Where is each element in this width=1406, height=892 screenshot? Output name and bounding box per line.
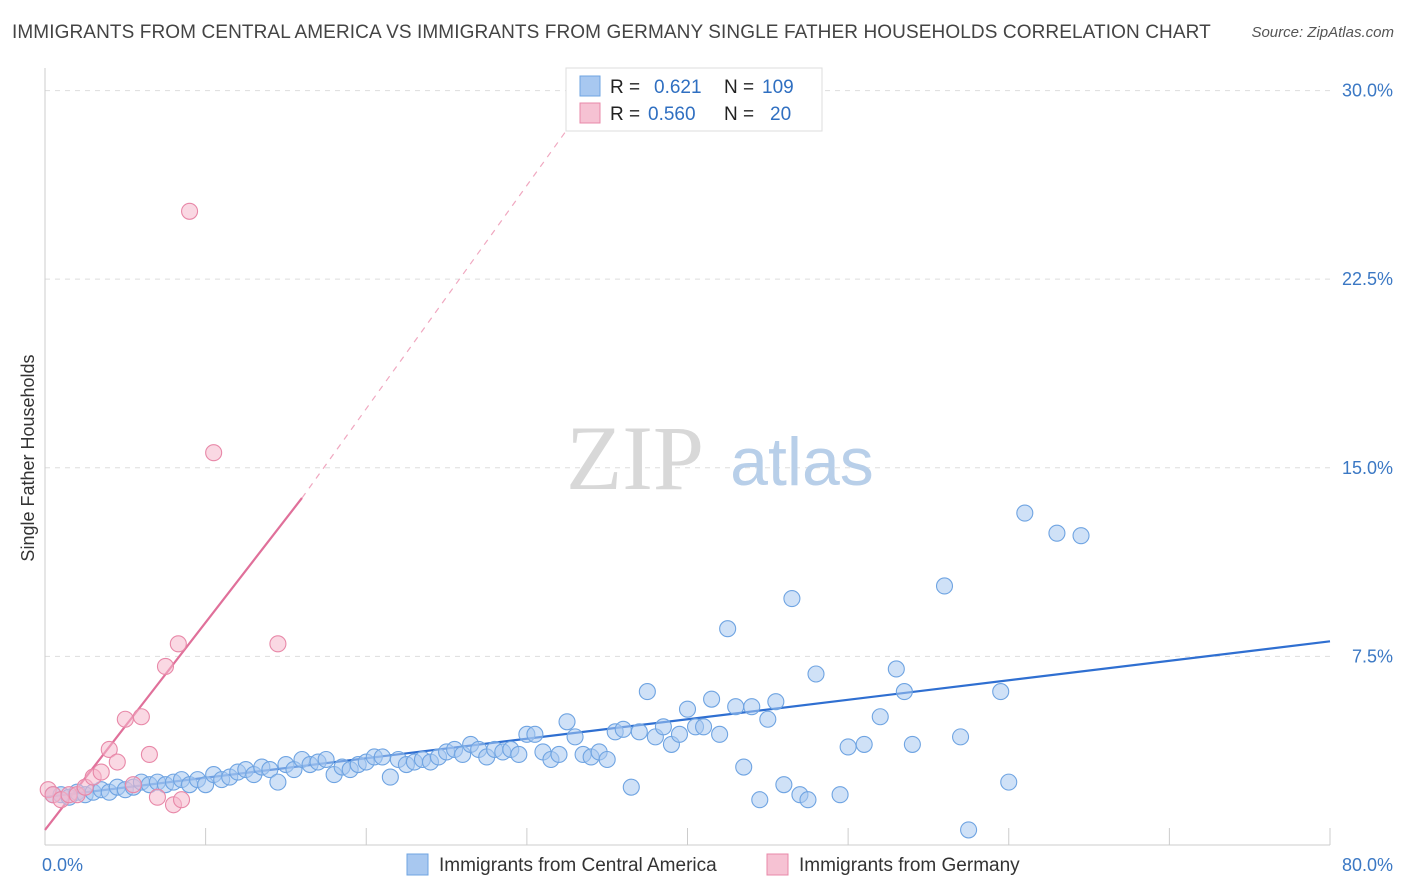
- legend-n-value-2: 20: [770, 104, 791, 125]
- top-legend-box: [565, 67, 823, 132]
- point-series0-63: [550, 745, 568, 764]
- point-series0-90: [767, 693, 785, 711]
- point-series0-83: [711, 725, 729, 743]
- point-series1-9: [108, 753, 126, 771]
- point-series0-64: [558, 713, 576, 731]
- point-series1-20: [205, 444, 223, 462]
- point-series0-97: [839, 738, 857, 756]
- point-series0-89: [759, 710, 777, 728]
- legend-r-value-1: 0.621: [654, 77, 702, 98]
- point-series0-82: [703, 690, 721, 708]
- point-series1-10: [116, 710, 134, 728]
- point-series0-60: [526, 725, 544, 743]
- point-series1-17: [169, 635, 187, 653]
- legend-r-value-2: 0.560: [648, 104, 696, 125]
- point-series0-72: [622, 778, 640, 796]
- point-series1-18: [172, 791, 191, 809]
- trend-extension-series1: [301, 80, 603, 499]
- chart-title: IMMIGRANTS FROM CENTRAL AMERICA VS IMMIG…: [12, 22, 1211, 43]
- point-series0-73: [630, 723, 648, 741]
- point-series0-34: [317, 750, 335, 769]
- point-series1-11: [124, 776, 142, 794]
- bottom-legend-swatch-pink: [766, 853, 789, 876]
- point-series0-101: [895, 683, 913, 701]
- point-series0-109: [1048, 524, 1066, 542]
- grid-lines: [45, 90, 1330, 657]
- point-series0-102: [903, 735, 921, 753]
- point-series0-91: [775, 776, 793, 794]
- bottom-legend-swatch-blue: [406, 853, 429, 876]
- x-tick-label-1: 80.0%: [1342, 855, 1393, 875]
- point-series1-19: [181, 202, 199, 220]
- point-series0-92: [783, 590, 801, 608]
- point-series0-78: [670, 725, 689, 743]
- point-series0-100: [887, 660, 905, 678]
- point-series0-79: [678, 700, 697, 718]
- point-series0-41: [373, 748, 391, 766]
- tick-labels: 7.5% 15.0% 22.5% 30.0% 0.0% 80.0%: [42, 81, 1393, 875]
- point-series0-95: [807, 665, 825, 683]
- point-series0-65: [566, 728, 584, 746]
- point-series0-108: [1016, 504, 1034, 522]
- point-series0-103: [935, 577, 954, 595]
- point-series0-94: [799, 791, 817, 809]
- point-series0-71: [614, 720, 632, 738]
- point-series1-14: [148, 788, 166, 806]
- watermark: ZIP atlas: [566, 407, 874, 509]
- point-series0-28: [269, 773, 287, 791]
- point-series0-74: [638, 683, 656, 701]
- point-series0-58: [510, 745, 528, 764]
- axes: [44, 68, 1331, 846]
- legend-swatch-pink: [579, 102, 601, 124]
- point-series1-8: [100, 740, 118, 758]
- point-series0-105: [960, 821, 978, 839]
- point-series0-85: [727, 698, 745, 716]
- source-credit: Source: ZipAtlas.com: [1251, 24, 1394, 41]
- point-series1-12: [132, 708, 150, 726]
- point-series0-84: [719, 620, 737, 638]
- y-tick-label-1: 15.0%: [1342, 458, 1393, 478]
- legend-r-label-2: R =: [610, 104, 640, 125]
- point-series0-86: [735, 758, 753, 776]
- point-series0-81: [695, 718, 713, 736]
- bottom-legend: Immigrants from Central America Immigran…: [406, 853, 1020, 876]
- point-series0-27: [261, 761, 279, 779]
- data-points: [39, 202, 1090, 839]
- point-series0-87: [743, 698, 761, 716]
- bottom-legend-label-germany: Immigrants from Germany: [799, 855, 1020, 876]
- y-tick-label-2: 22.5%: [1342, 269, 1393, 289]
- bottom-legend-label-central-america: Immigrants from Central America: [439, 855, 717, 876]
- point-series1-21: [269, 635, 287, 653]
- legend-r-label-1: R =: [610, 77, 640, 98]
- watermark-zip: ZIP: [566, 407, 704, 509]
- x-tick-label-0: 0.0%: [42, 855, 83, 875]
- point-series0-42: [381, 768, 399, 786]
- point-series0-110: [1072, 527, 1090, 545]
- point-series0-69: [598, 750, 616, 769]
- legend-n-value-1: 109: [762, 77, 794, 98]
- point-series0-98: [855, 735, 873, 753]
- point-series0-88: [751, 791, 769, 809]
- point-series0-104: [952, 728, 970, 746]
- point-series0-76: [654, 718, 672, 736]
- top-legend: R = 0.621 N = 109 R = 0.560 N = 20: [565, 67, 823, 132]
- y-axis-label: Single Father Households: [18, 354, 38, 561]
- point-series0-106: [992, 683, 1010, 701]
- legend-n-label-2: N =: [724, 104, 754, 125]
- point-series1-13: [140, 745, 158, 764]
- point-series0-107: [1000, 773, 1018, 791]
- y-tick-label-3: 30.0%: [1342, 81, 1393, 101]
- y-tick-label-0: 7.5%: [1352, 646, 1393, 666]
- legend-swatch-blue: [579, 75, 601, 97]
- point-series1-7: [92, 763, 110, 781]
- watermark-atlas: atlas: [730, 424, 874, 500]
- legend-n-label-1: N =: [724, 77, 754, 98]
- point-series1-15: [156, 657, 175, 676]
- point-series0-99: [871, 708, 889, 726]
- point-series0-96: [831, 786, 849, 804]
